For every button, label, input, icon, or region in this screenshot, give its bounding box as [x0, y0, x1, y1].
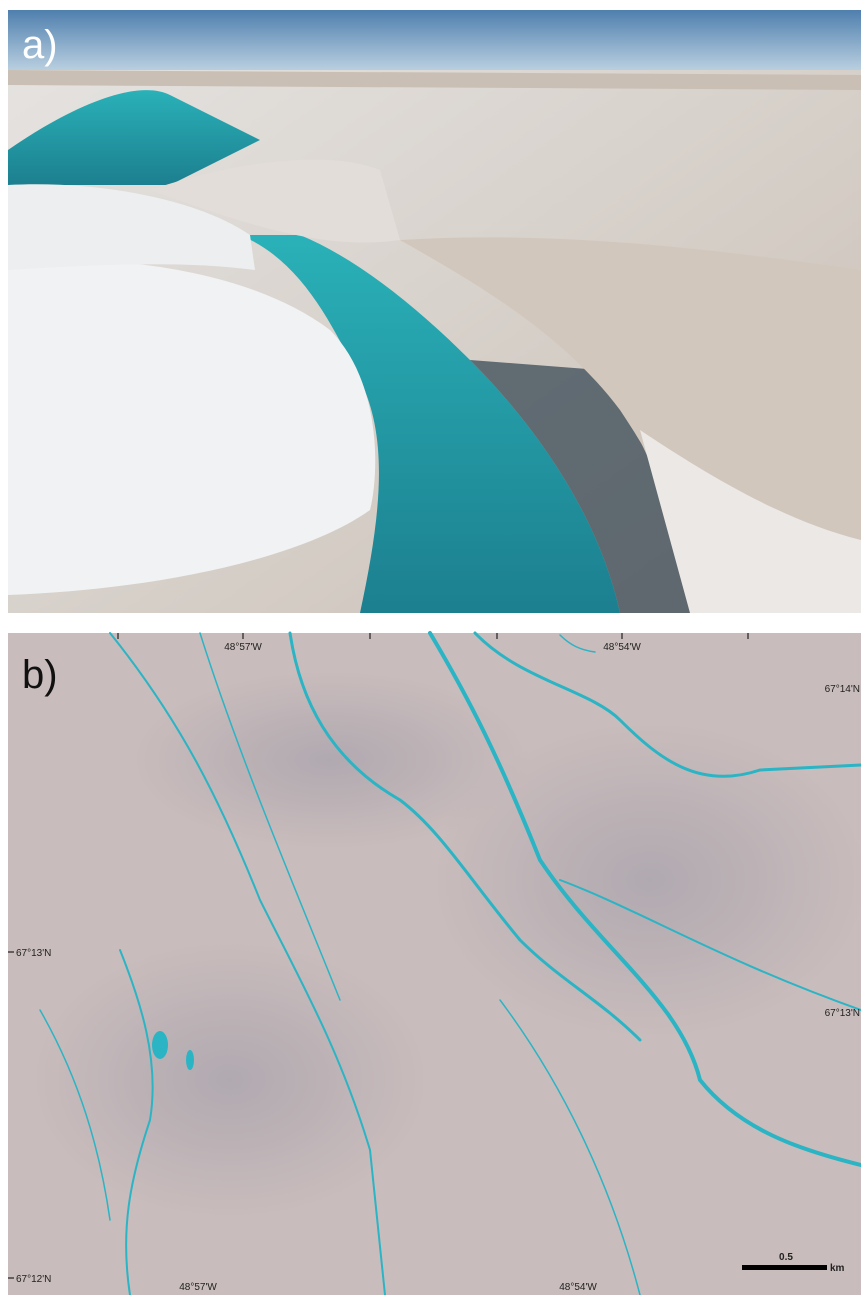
latitude-label: 67°13'N	[16, 948, 51, 959]
panel-a-photo	[8, 10, 861, 613]
longitude-label: 48°57'W	[224, 642, 262, 653]
panel-label: a)	[22, 23, 58, 67]
figure: a) b) 48°57'W 48°54'W 48°57'W	[0, 0, 861, 1295]
latitude-label: 67°13'N	[825, 1008, 860, 1019]
latitude-label: 67°12'N	[16, 1274, 51, 1285]
scale-value: 0.5	[779, 1252, 793, 1263]
panel-b-map	[8, 633, 861, 1295]
longitude-label: 48°54'W	[603, 642, 641, 653]
latitude-label: 67°14'N	[825, 684, 860, 695]
longitude-label: 48°54'W	[559, 1282, 597, 1293]
scale-unit: km	[830, 1263, 845, 1274]
panel-label: b)	[22, 653, 58, 697]
longitude-label: 48°57'W	[179, 1282, 217, 1293]
page: a) b) 48°57'W 48°54'W 48°57'W	[0, 0, 861, 1295]
